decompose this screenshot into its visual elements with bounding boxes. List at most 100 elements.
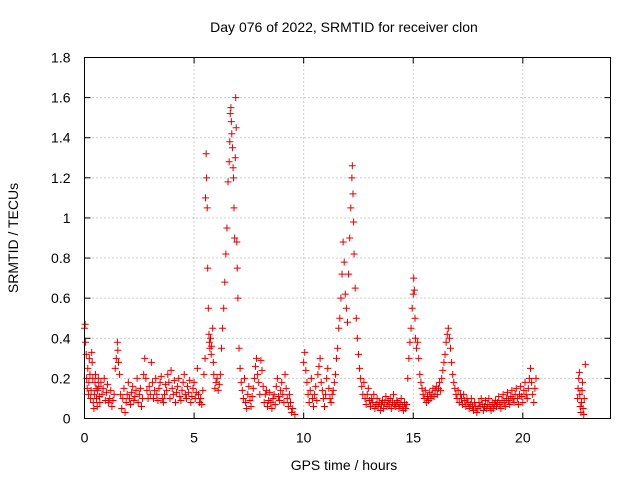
data-point bbox=[250, 374, 258, 382]
data-point bbox=[578, 378, 586, 386]
data-point bbox=[273, 374, 281, 382]
data-point bbox=[96, 398, 104, 406]
data-point bbox=[460, 390, 468, 398]
data-point bbox=[287, 398, 295, 406]
data-point bbox=[127, 400, 135, 408]
data-point bbox=[177, 396, 185, 404]
data-point bbox=[310, 402, 318, 410]
data-point bbox=[325, 384, 333, 392]
data-point bbox=[247, 402, 255, 410]
data-point bbox=[158, 394, 166, 402]
data-point bbox=[187, 398, 195, 406]
data-point bbox=[176, 392, 184, 400]
data-point bbox=[122, 398, 130, 406]
data-point bbox=[449, 370, 457, 378]
data-point bbox=[341, 290, 349, 298]
data-point bbox=[214, 386, 222, 394]
data-point bbox=[528, 378, 536, 386]
data-point bbox=[436, 378, 444, 386]
data-point bbox=[100, 374, 108, 382]
data-point bbox=[439, 366, 447, 374]
data-point bbox=[285, 390, 293, 398]
data-point bbox=[91, 370, 99, 378]
data-point bbox=[194, 390, 202, 398]
data-point bbox=[208, 342, 216, 350]
data-point bbox=[342, 304, 350, 312]
chart-title: Day 076 of 2022, SRMTID for receiver clo… bbox=[210, 19, 478, 35]
data-point bbox=[202, 150, 210, 158]
data-point bbox=[200, 370, 208, 378]
data-point bbox=[314, 370, 322, 378]
data-point bbox=[95, 382, 103, 390]
data-point bbox=[135, 390, 143, 398]
data-point bbox=[404, 374, 412, 382]
data-point bbox=[291, 410, 299, 418]
data-point bbox=[345, 270, 353, 278]
data-point bbox=[124, 378, 132, 386]
data-point bbox=[104, 380, 112, 388]
data-point bbox=[440, 358, 448, 366]
data-point bbox=[133, 374, 141, 382]
data-point bbox=[110, 390, 118, 398]
data-point bbox=[353, 334, 361, 342]
data-point bbox=[255, 378, 263, 386]
data-point bbox=[153, 390, 161, 398]
data-point bbox=[253, 354, 261, 362]
data-point bbox=[529, 390, 537, 398]
data-point bbox=[205, 330, 213, 338]
data-point bbox=[102, 388, 110, 396]
data-point bbox=[160, 390, 168, 398]
data-point bbox=[315, 362, 323, 370]
data-point bbox=[249, 384, 257, 392]
data-point bbox=[301, 348, 309, 356]
data-point bbox=[119, 394, 127, 402]
data-point bbox=[148, 378, 156, 386]
data-point bbox=[226, 138, 234, 146]
data-point bbox=[98, 390, 106, 398]
data-point bbox=[443, 330, 451, 338]
data-point bbox=[514, 400, 522, 408]
data-point bbox=[170, 376, 178, 384]
data-point bbox=[525, 374, 533, 382]
data-point bbox=[348, 162, 356, 170]
data-point bbox=[311, 390, 319, 398]
data-point bbox=[84, 364, 92, 372]
data-point bbox=[220, 304, 228, 312]
data-point bbox=[185, 388, 193, 396]
x-axis-label: GPS time / hours bbox=[291, 457, 398, 473]
data-point bbox=[209, 324, 217, 332]
data-point bbox=[280, 398, 288, 406]
data-point bbox=[349, 190, 357, 198]
data-point bbox=[224, 178, 232, 186]
data-point bbox=[336, 314, 344, 322]
data-point bbox=[99, 384, 107, 392]
data-point bbox=[190, 378, 198, 386]
data-point bbox=[173, 388, 181, 396]
data-point bbox=[193, 364, 201, 372]
data-point bbox=[233, 264, 241, 272]
data-point bbox=[417, 378, 425, 386]
data-point bbox=[575, 368, 583, 376]
data-point bbox=[97, 378, 105, 386]
data-point bbox=[228, 130, 236, 138]
y-axis-label: SRMTID / TECUs bbox=[5, 183, 21, 293]
data-point bbox=[238, 386, 246, 394]
data-point bbox=[221, 278, 229, 286]
data-point bbox=[524, 384, 532, 392]
data-point bbox=[319, 394, 327, 402]
data-point bbox=[444, 324, 452, 332]
data-point bbox=[517, 382, 525, 390]
data-point bbox=[151, 386, 159, 394]
data-point bbox=[281, 370, 289, 378]
data-point bbox=[260, 398, 268, 406]
data-point bbox=[209, 358, 217, 366]
data-point bbox=[184, 382, 192, 390]
plot-frame bbox=[84, 57, 611, 419]
data-point bbox=[580, 394, 588, 402]
y-tick-label: 0.6 bbox=[51, 290, 71, 306]
data-point bbox=[313, 396, 321, 404]
data-point bbox=[531, 384, 539, 392]
data-point bbox=[305, 398, 313, 406]
data-point bbox=[116, 370, 124, 378]
